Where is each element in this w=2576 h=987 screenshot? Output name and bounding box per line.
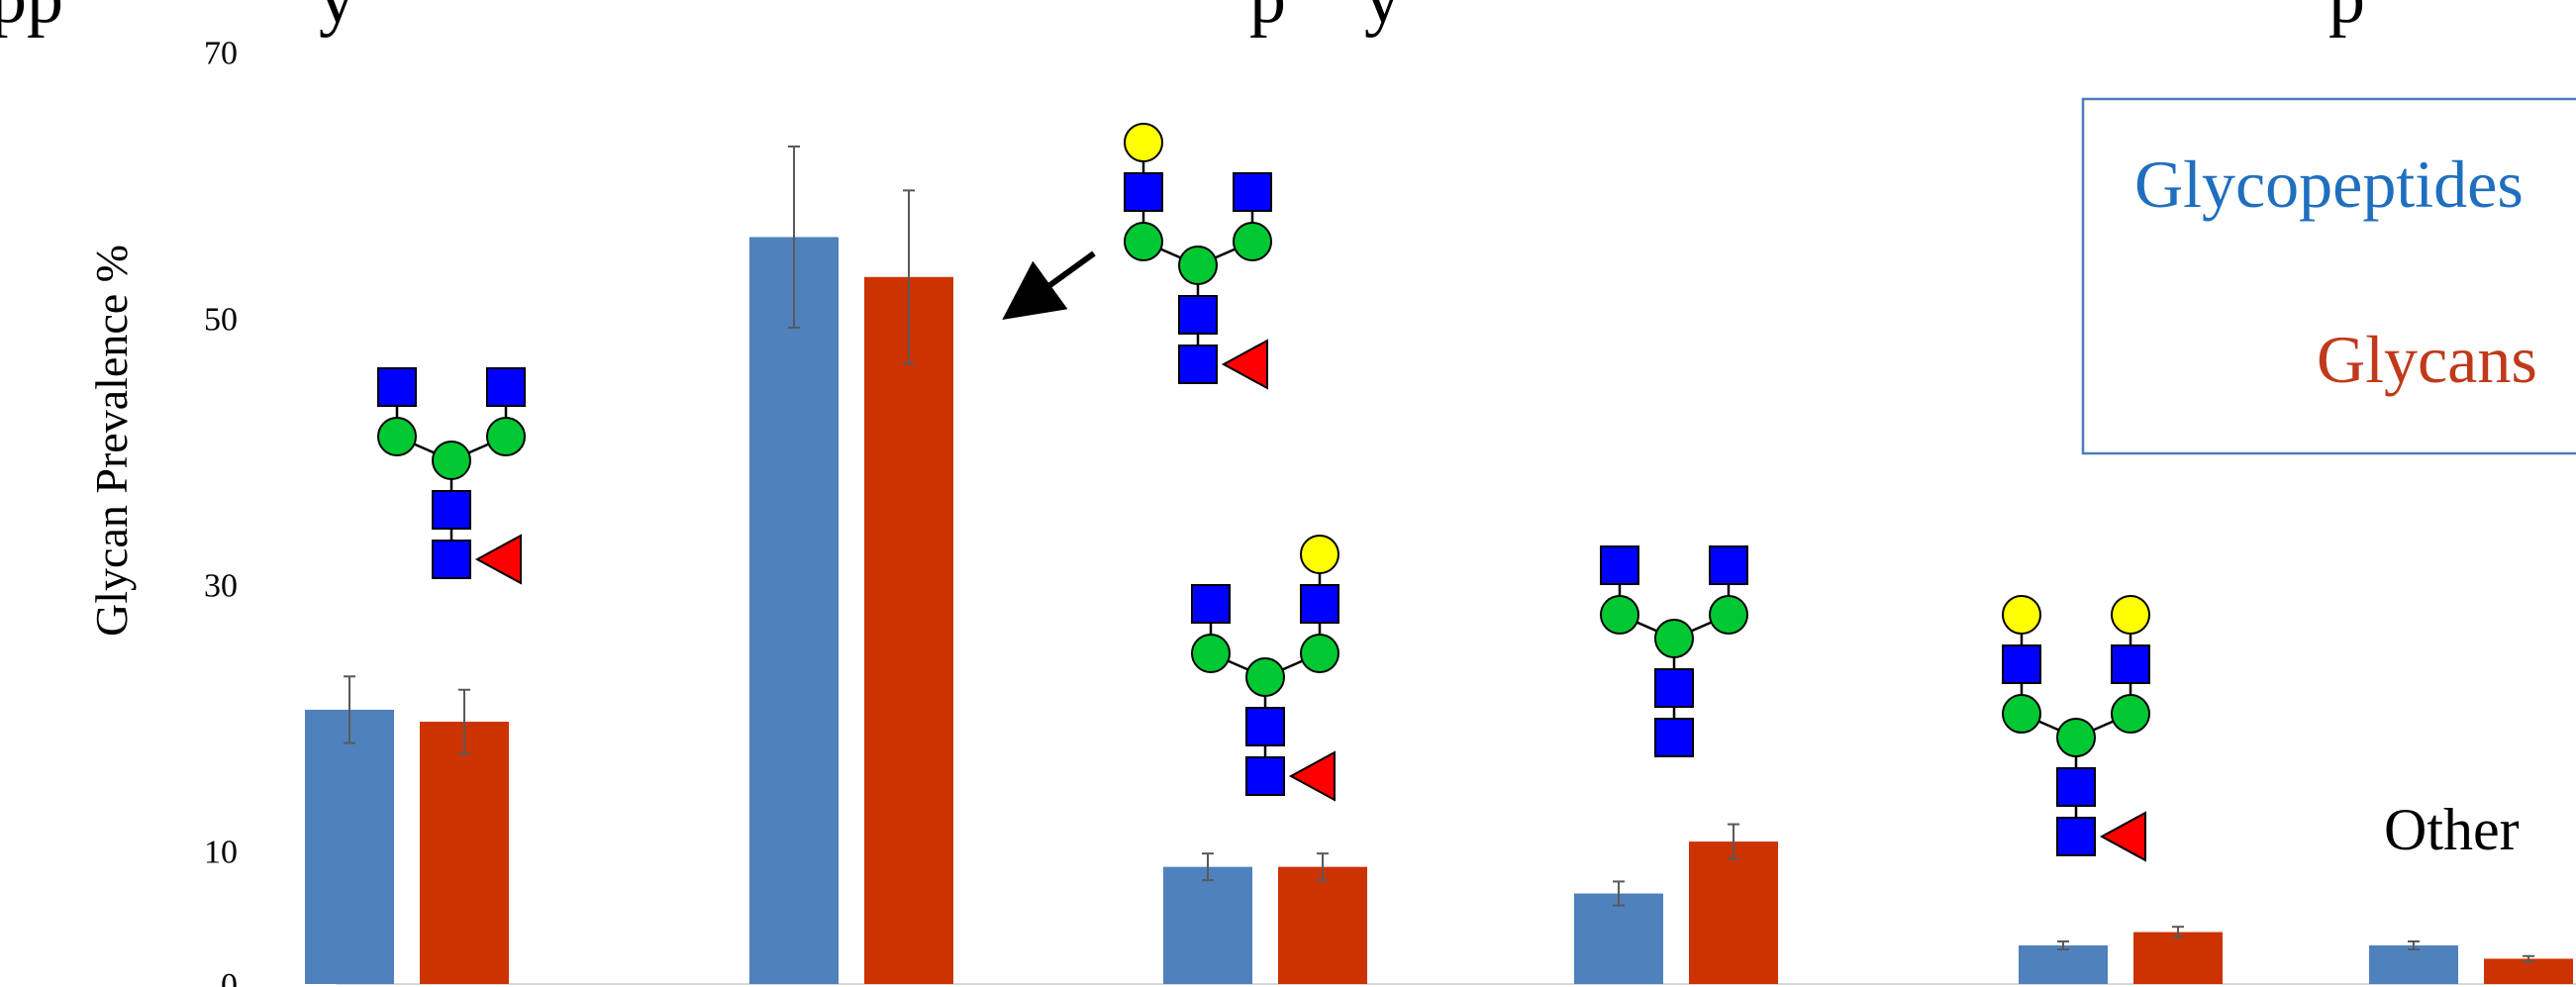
bar-glycopeptides <box>305 709 394 984</box>
glycan-structure-icon <box>377 367 526 585</box>
glcnac-square <box>1654 718 1694 757</box>
bar-glycopeptides <box>749 237 839 984</box>
glcnac-square <box>1178 345 1218 384</box>
mannose-circle <box>377 417 417 456</box>
arrow <box>1002 250 1096 321</box>
error-bar <box>2172 926 2184 938</box>
svg-text:y: y <box>1364 0 1401 39</box>
galactose-circle <box>2111 595 2150 635</box>
error-bar <box>458 688 470 755</box>
fucose-triangle <box>474 534 522 585</box>
bar-glycans <box>864 276 953 984</box>
mannose-circle <box>1654 619 1694 658</box>
mannose-circle <box>1300 634 1339 673</box>
glcnac-square <box>486 367 526 407</box>
mannose-circle <box>1233 222 1272 261</box>
legend: Glycopeptides Glycans <box>2081 97 2576 455</box>
legend-item-glycans: Glycans <box>2317 322 2537 397</box>
glcnac-square <box>1245 707 1285 746</box>
fucose-triangle <box>1221 339 1268 390</box>
mannose-circle <box>432 441 471 480</box>
error-bar <box>1613 880 1625 907</box>
glcnac-square <box>2002 644 2041 684</box>
error-bar <box>1728 823 1739 860</box>
mannose-circle <box>1245 657 1285 697</box>
svg-text:pp: pp <box>0 0 63 39</box>
svg-text:y: y <box>319 0 355 39</box>
bar-glycans <box>1689 841 1778 984</box>
bar-glycopeptides <box>2369 944 2458 984</box>
galactose-circle <box>1300 535 1339 574</box>
mannose-circle <box>1191 634 1231 673</box>
mannose-circle <box>2111 694 2150 734</box>
error-bar <box>2523 954 2534 963</box>
glcnac-square <box>1654 668 1694 708</box>
galactose-circle <box>1124 123 1163 162</box>
glcnac-square <box>1124 172 1163 212</box>
glcnac-square <box>1245 756 1285 796</box>
legend-item-glycopeptides: Glycopeptides <box>2134 147 2524 222</box>
glcnac-square <box>377 367 417 407</box>
bar-glycans <box>2484 958 2573 984</box>
svg-text:p: p <box>2328 0 2365 39</box>
glcnac-square <box>1300 584 1339 624</box>
y-tick-label: 10 <box>204 835 238 871</box>
y-tick-label: 30 <box>204 568 238 605</box>
glycan-structure-icon <box>1191 535 1339 802</box>
annotation-other: Other <box>2384 797 2520 862</box>
glcnac-square <box>1191 584 1231 624</box>
glycan-structure-icon <box>2002 595 2150 862</box>
glycan-icons <box>377 123 2150 862</box>
bar-glycopeptides <box>1163 866 1252 984</box>
legend-box <box>2081 97 2576 455</box>
y-axis-ticks: 0 10 30 50 70 <box>204 36 238 987</box>
error-bar <box>2408 939 2420 951</box>
y-axis-title: Glycan Prevalence % <box>86 245 137 637</box>
glcnac-square <box>432 490 471 530</box>
glcnac-square <box>1233 172 1272 212</box>
fucose-triangle <box>1288 750 1336 802</box>
bar-glycans <box>1278 866 1367 984</box>
mannose-circle <box>486 417 526 456</box>
error-bar <box>788 145 800 329</box>
error-bar <box>2057 939 2069 951</box>
mannose-circle <box>1178 246 1218 285</box>
mannose-circle <box>1124 222 1163 261</box>
y-tick-label: 0 <box>221 967 238 987</box>
error-bar <box>1317 852 1329 882</box>
glcnac-square <box>1178 295 1218 335</box>
title-fragment: pp y p y p <box>0 0 2365 39</box>
error-bar <box>1202 852 1214 882</box>
glcnac-square <box>2111 644 2150 684</box>
glcnac-square <box>1600 545 1639 585</box>
svg-text:p: p <box>1249 0 1286 39</box>
glcnac-square <box>2056 767 2096 807</box>
glycan-structure-icon <box>1124 123 1272 390</box>
mannose-circle <box>2002 694 2041 734</box>
glcnac-square <box>2056 817 2096 856</box>
y-tick-label: 50 <box>204 302 238 339</box>
bar-glycopeptides <box>1574 893 1663 984</box>
error-bar <box>903 189 915 365</box>
glcnac-square <box>1709 545 1748 585</box>
mannose-circle <box>1600 595 1639 635</box>
bar-glycopeptides <box>2019 944 2108 984</box>
glcnac-square <box>432 540 471 579</box>
mannose-circle <box>1709 595 1748 635</box>
y-tick-label: 70 <box>204 36 238 72</box>
bar-glycans <box>2133 932 2223 984</box>
bar-glycans <box>420 722 509 984</box>
bars <box>305 237 2573 984</box>
error-bars <box>344 145 2534 963</box>
error-bar <box>344 675 355 744</box>
glycan-structure-icon <box>1600 545 1748 757</box>
galactose-circle <box>2002 595 2041 635</box>
mannose-circle <box>2056 718 2096 757</box>
fucose-triangle <box>2099 811 2146 862</box>
